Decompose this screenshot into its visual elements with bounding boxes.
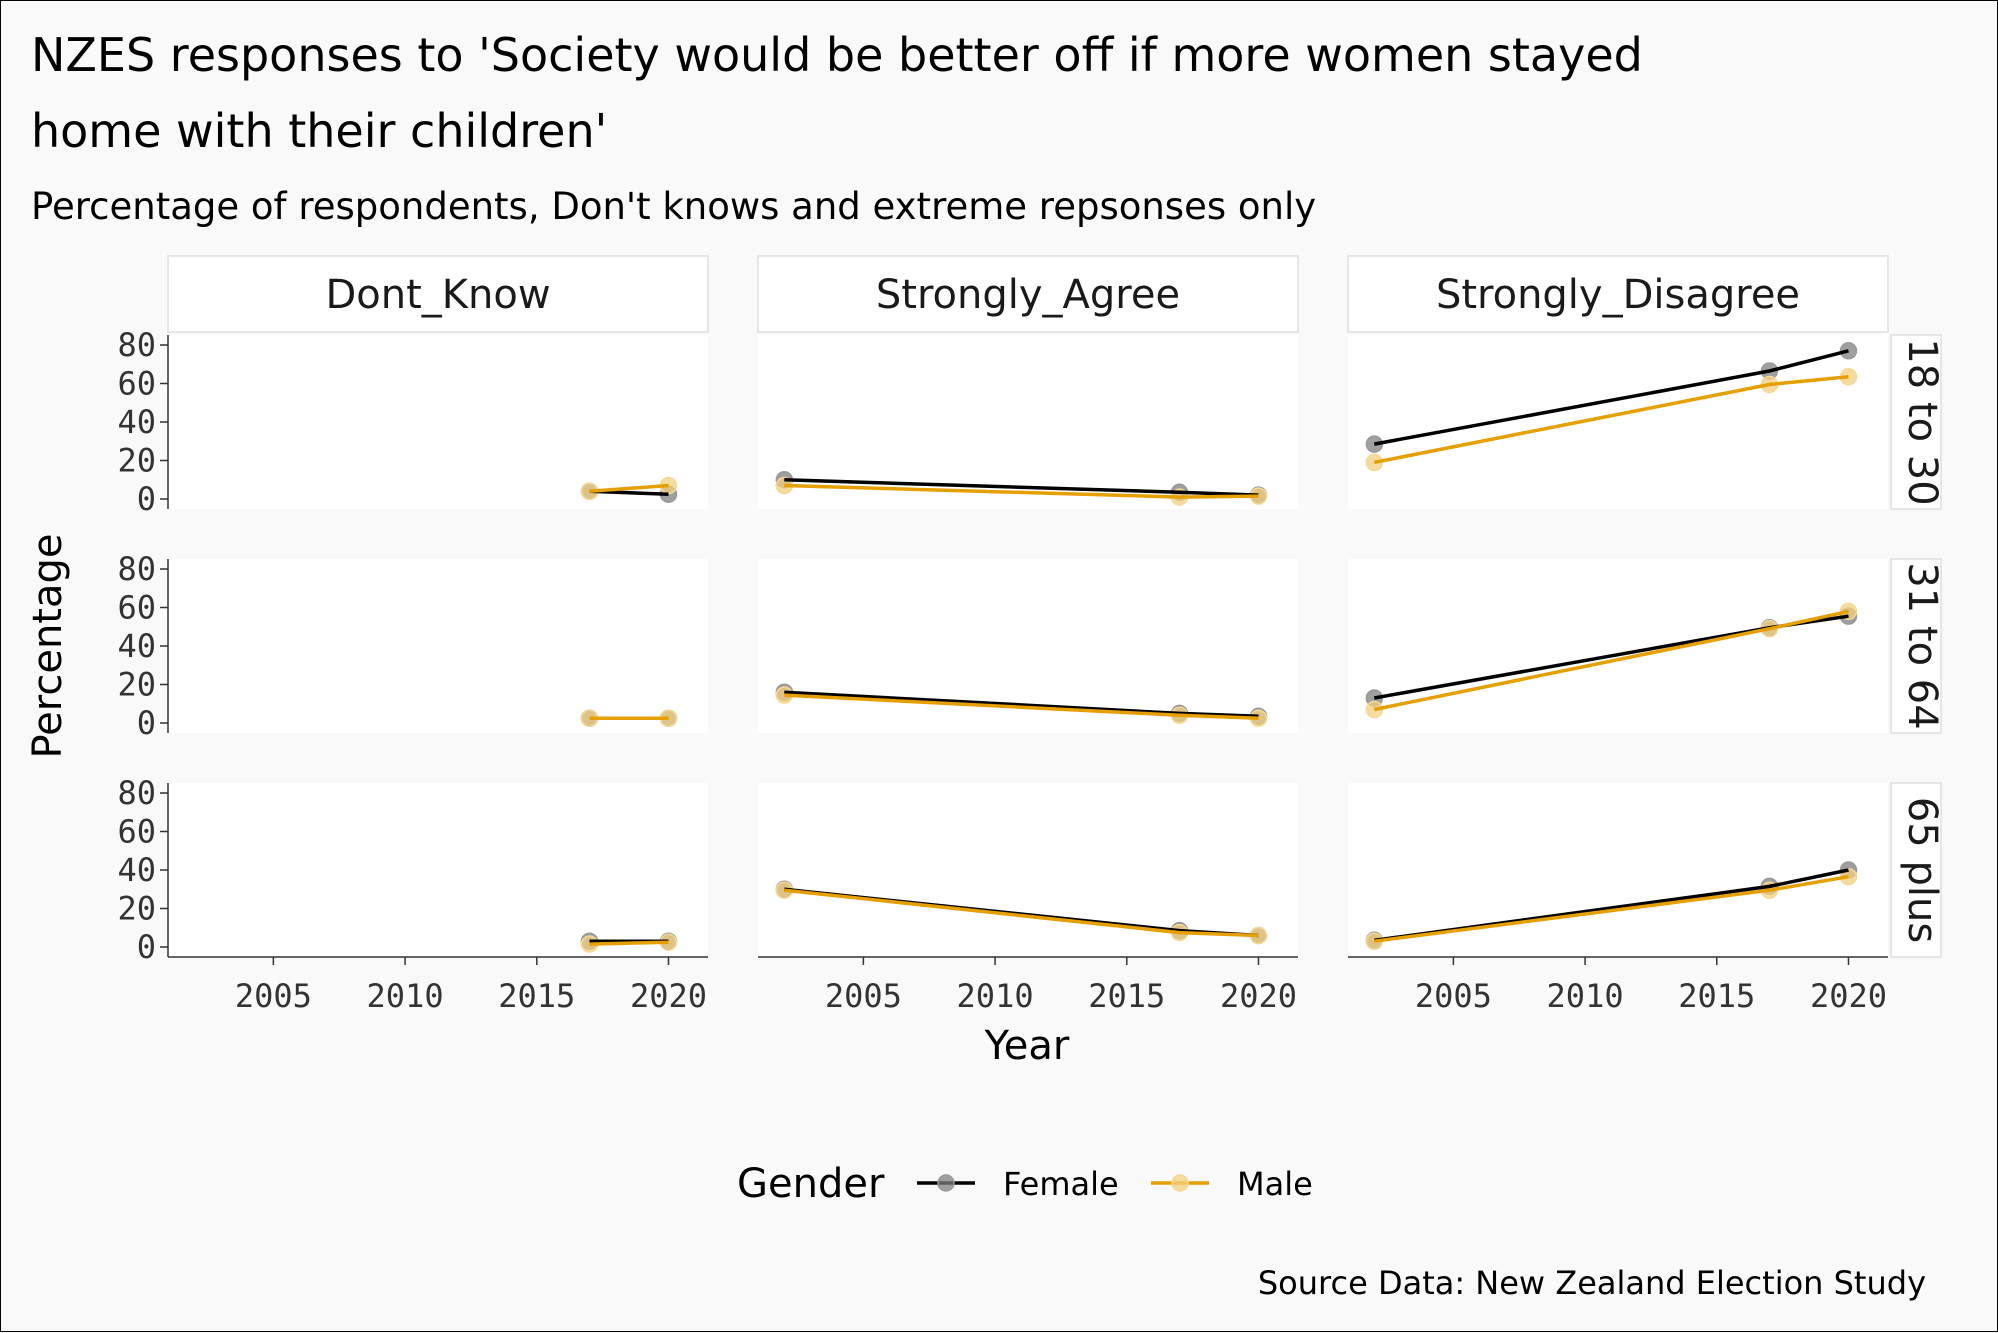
x-tick-label: 2005 [1415, 977, 1492, 1015]
series-line-male-18-to-30-dont-know [589, 483, 669, 494]
panel-bg-31-to-64-dont-know [168, 559, 708, 733]
series-line-male-18-to-30-strongly-agree [784, 483, 1259, 499]
strip-box-strongly-agree [757, 255, 1299, 333]
x-axis-title: Year [984, 1023, 1070, 1069]
x-tick-label: 2015 [1088, 977, 1165, 1015]
y-tick-label: 0 [137, 704, 156, 742]
x-tick-label: 2015 [498, 977, 575, 1015]
y-tick-label: 20 [117, 890, 156, 928]
strip-label-strongly-agree: Strongly_Agree [876, 272, 1180, 318]
y-tick-label: 40 [117, 403, 156, 441]
x-tick-label: 2010 [367, 977, 444, 1015]
series-line-male-18-to-30-strongly-disagree [1373, 375, 1849, 465]
x-tick-label: 2010 [1547, 977, 1624, 1015]
series-line-female-31-to-64-strongly-agree [784, 690, 1259, 719]
x-tick-label: 2005 [825, 977, 902, 1015]
legend-label-male: Male [1237, 1165, 1313, 1203]
series-line-female-65-plus-strongly-disagree [1374, 868, 1849, 943]
series-line-male-31-to-64-strongly-agree [784, 693, 1259, 720]
facet-panels: Dont_Know Strongly_Agree Strongly_Disagree… [117, 255, 1945, 1015]
x-tick-label: 2020 [1810, 977, 1887, 1015]
series-line-male-31-to-64-strongly-disagree [1373, 609, 1849, 712]
y-tick-label: 80 [117, 774, 156, 812]
x-tick-label: 2005 [235, 977, 312, 1015]
y-tick-label: 40 [117, 851, 156, 889]
row-strip-box-31-to-64 [1890, 558, 1942, 734]
y-tick-label: 60 [117, 813, 156, 851]
y-tick-label: 60 [117, 589, 156, 627]
row-strip-label-65-plus: 65 plus [1899, 797, 1945, 943]
x-tick-label: 2020 [1220, 977, 1297, 1015]
row-strip-label-18-to-30: 18 to 30 [1899, 338, 1945, 505]
panel-bg-18-to-30-strongly-agree [758, 335, 1298, 509]
legend-key-point-male [1171, 1174, 1189, 1192]
y-tick-label: 40 [117, 627, 156, 665]
y-axis-title: Percentage [25, 533, 71, 758]
legend-label-female: Female [1003, 1165, 1119, 1203]
strip-label-strongly-disagree: Strongly_Disagree [1436, 272, 1800, 318]
series-line-male-65-plus-dont-know [589, 940, 669, 946]
y-tick-label: 60 [117, 365, 156, 403]
panel-bg-65-plus-strongly-disagree [1348, 783, 1888, 957]
row-strip-box-65-plus [1890, 782, 1942, 958]
row-strip-box-18-to-30 [1890, 334, 1942, 510]
x-tick-label: 2010 [957, 977, 1034, 1015]
strip-box-dont-know [167, 255, 709, 333]
y-tick-label: 20 [117, 442, 156, 480]
chart-title-line-2: home with their children' [31, 104, 607, 158]
panel-bg-18-to-30-dont-know [168, 335, 708, 509]
strip-box-strongly-disagree [1347, 255, 1889, 333]
y-tick-label: 80 [117, 550, 156, 588]
strip-label-dont-know: Dont_Know [325, 272, 550, 318]
y-tick-label: 20 [117, 666, 156, 704]
panel-bg-65-plus-strongly-agree [758, 783, 1298, 957]
legend-title: Gender [737, 1161, 885, 1207]
y-tick-label: 0 [137, 928, 156, 966]
y-tick-label: 80 [117, 326, 156, 364]
chart-caption: Source Data: New Zealand Election Study [1258, 1264, 1926, 1302]
panel-bg-31-to-64-strongly-disagree [1348, 559, 1888, 733]
y-tick-label: 0 [137, 480, 156, 518]
series-line-male-65-plus-strongly-disagree [1374, 874, 1849, 943]
panel-bg-65-plus-dont-know [168, 783, 708, 957]
legend-key-point-female [937, 1174, 955, 1192]
chart-title-line-1: NZES responses to 'Society would be bett… [31, 28, 1643, 82]
x-tick-label: 2020 [630, 977, 707, 1015]
legend: Gender Female Male [737, 1161, 1313, 1207]
x-tick-label: 2015 [1678, 977, 1755, 1015]
series-line-female-18-to-30-strongly-disagree [1373, 349, 1849, 446]
chart-subtitle: Percentage of respondents, Don't knows a… [31, 185, 1316, 228]
series-line-male-65-plus-strongly-agree [784, 888, 1259, 938]
series-line-female-18-to-30-strongly-agree [784, 478, 1259, 497]
row-strip-label-31-to-64: 31 to 64 [1899, 562, 1945, 729]
